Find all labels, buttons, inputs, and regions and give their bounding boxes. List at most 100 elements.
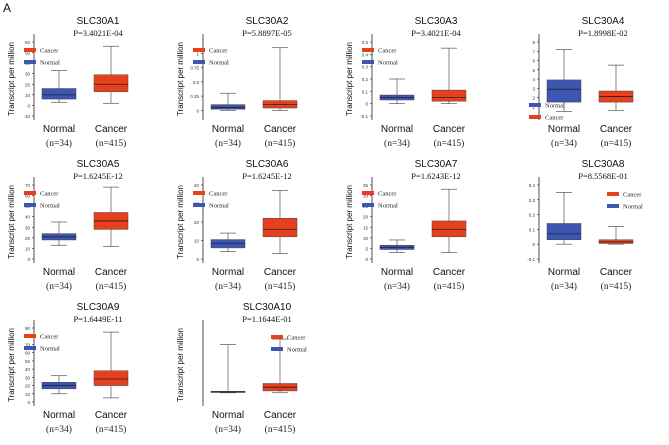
box-cancer xyxy=(93,331,129,399)
group-label: Cancer xyxy=(433,124,466,135)
group-n: (n=34) xyxy=(46,424,72,435)
legend-swatch-cancer xyxy=(24,48,36,52)
legend: Cancer Normal xyxy=(362,191,398,210)
group-label: Cancer xyxy=(264,267,297,278)
legend: Cancer Normal xyxy=(24,191,60,210)
legend-label-cancer: Cancer xyxy=(378,191,397,198)
box-cancer xyxy=(93,45,129,104)
legend-label-cancer: Cancer xyxy=(623,192,642,199)
group-n: (n=34) xyxy=(551,281,577,292)
y-tick-label: 0.4 xyxy=(529,183,536,188)
legend-swatch-cancer xyxy=(529,115,541,119)
chart-title: SLC30A2 xyxy=(246,16,289,27)
box-iqr xyxy=(546,79,582,103)
legend-swatch-cancer xyxy=(362,191,374,195)
p-value: P=3.4021E-04 xyxy=(73,28,123,38)
chart-svg: SLC30A5P=1.6245E-12010203040506070Transc… xyxy=(7,159,129,292)
group-label: Normal xyxy=(381,267,413,278)
box-cancer xyxy=(431,188,467,254)
y-tick-label: 0 xyxy=(365,102,368,107)
group-n: (n=415) xyxy=(434,138,465,149)
p-value: P=1.8998E-02 xyxy=(578,28,627,38)
y-tick-label: 0 xyxy=(27,400,30,405)
box-iqr xyxy=(431,220,467,238)
group-label: Normal xyxy=(381,124,413,135)
p-value: P=1.6245E-12 xyxy=(73,171,122,181)
group-n: (n=415) xyxy=(96,138,127,149)
group-label: Normal xyxy=(212,410,244,421)
chart-title: SLC30A3 xyxy=(415,16,458,27)
legend: Cancer Normal xyxy=(271,335,307,354)
y-tick-label: 8 xyxy=(532,40,535,45)
y-tick-label: 20 xyxy=(25,82,31,87)
legend: Normal Cancer xyxy=(529,103,565,122)
y-tick-label: 30 xyxy=(363,194,369,199)
y-tick-label: 70 xyxy=(25,183,31,188)
legend-label-normal: Normal xyxy=(40,60,60,67)
chart-title: SLC30A4 xyxy=(582,16,625,27)
group-n: (n=34) xyxy=(215,138,241,149)
box-iqr xyxy=(210,239,246,249)
y-tick-label: 0 xyxy=(27,257,30,262)
y-axis-label: Transcript per million xyxy=(345,42,354,116)
y-tick-label: -0.1 xyxy=(360,114,368,119)
legend-swatch-cancer xyxy=(607,192,619,196)
box-cancer xyxy=(598,226,634,245)
chart-svg: SLC30A9P=1.6449E-110102030405060708090Tr… xyxy=(7,302,129,435)
y-tick-label: 0.3 xyxy=(529,198,536,203)
group-label: Cancer xyxy=(600,124,633,135)
legend-label-cancer: Cancer xyxy=(209,48,228,55)
y-axis-label: Transcript per million xyxy=(176,328,185,402)
y-tick-label: 60 xyxy=(25,194,31,199)
y-tick-label: 10 xyxy=(25,246,31,251)
y-tick-label: 90 xyxy=(25,326,31,331)
group-label: Cancer xyxy=(95,267,128,278)
group-label: Normal xyxy=(43,124,75,135)
legend-label-cancer: Cancer xyxy=(287,335,306,342)
chart-title: SLC30A1 xyxy=(77,16,120,27)
legend: Cancer Normal xyxy=(193,48,229,67)
group-n: (n=415) xyxy=(265,424,296,435)
chart-title: SLC30A10 xyxy=(243,302,292,313)
legend-swatch-normal xyxy=(362,60,374,64)
legend-label-cancer: Cancer xyxy=(40,48,59,55)
box-normal xyxy=(379,78,415,105)
chart-slc30a4: SLC30A4P=1.8998E-02012345678Normal(n=34)… xyxy=(507,14,669,154)
chart-title: SLC30A5 xyxy=(77,159,120,170)
p-value: P=3.4021E-04 xyxy=(411,28,461,38)
legend-swatch-normal xyxy=(607,204,619,208)
box-iqr xyxy=(262,218,298,238)
box-normal xyxy=(41,375,77,395)
group-n: (n=34) xyxy=(215,281,241,292)
group-label: Normal xyxy=(548,124,580,135)
y-tick-label: 1 xyxy=(196,51,199,56)
legend-label-cancer: Cancer xyxy=(378,48,397,55)
box-cancer xyxy=(262,190,298,254)
y-tick-label: 20 xyxy=(25,384,31,389)
group-label: Cancer xyxy=(600,267,633,278)
legend-swatch-normal xyxy=(24,60,36,64)
box-normal xyxy=(210,232,246,252)
y-tick-label: 0.1 xyxy=(529,227,536,232)
group-n: (n=415) xyxy=(96,424,127,435)
legend-label-cancer: Cancer xyxy=(209,191,228,198)
group-n: (n=34) xyxy=(46,138,72,149)
y-axis-label: Transcript per million xyxy=(7,42,16,116)
y-tick-label: 0 xyxy=(27,103,30,108)
y-axis-label: Transcript per million xyxy=(345,185,354,259)
legend-label-normal: Normal xyxy=(545,103,565,110)
group-n: (n=415) xyxy=(265,138,296,149)
chart-slc30a5: SLC30A5P=1.6245E-12010203040506070Transc… xyxy=(2,157,170,297)
chart-slc30a8: SLC30A8 P=8.5568E-01 -0.1 0 0.1 0.2 0.3 0.4 Norm… xyxy=(507,157,669,297)
box-cancer xyxy=(598,64,634,111)
y-axis-label: Transcript per million xyxy=(176,42,185,116)
legend: Cancer Normal xyxy=(362,48,398,67)
p-value: P=1.6245E-12 xyxy=(242,171,291,181)
y-tick-label: 5 xyxy=(532,68,535,73)
group-n: (n=415) xyxy=(601,138,632,149)
chart-slc30a10: SLC30A10 P=1.1644E-01 Transcript per milli… xyxy=(171,300,339,440)
y-tick-label: 0.2 xyxy=(362,77,369,82)
